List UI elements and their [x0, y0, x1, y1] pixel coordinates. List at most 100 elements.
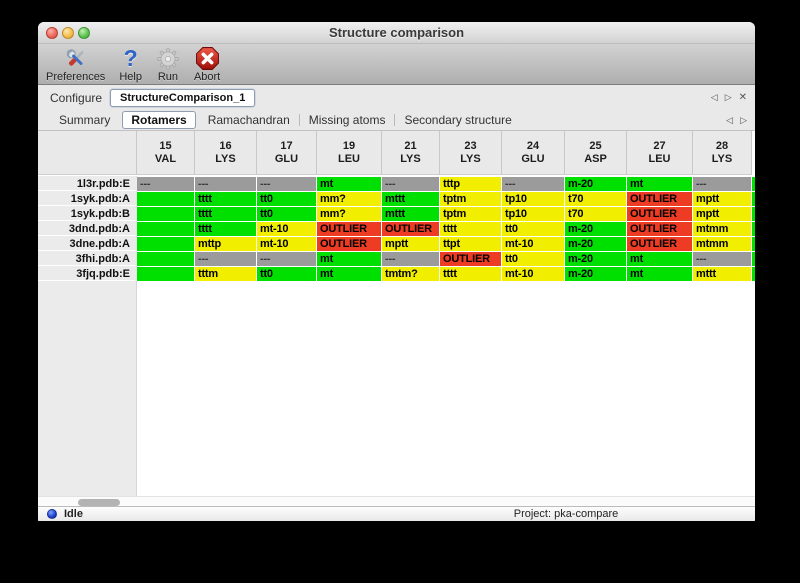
rotamer-cell[interactable]: mt-10 [502, 267, 564, 281]
rotamer-cell[interactable]: t70 [565, 192, 626, 206]
rotamer-cell[interactable]: tttm [195, 267, 256, 281]
preferences-button[interactable]: Preferences [46, 46, 105, 83]
rotamer-cell[interactable]: tttt [195, 222, 256, 236]
tab-ramachandran[interactable]: Ramachandran [207, 113, 290, 127]
rotamer-cell[interactable]: mm? [317, 207, 381, 221]
rotamer-cell[interactable]: OUTLIER [440, 252, 501, 266]
rotamer-cell-clipped[interactable] [752, 237, 755, 251]
rotamer-cell[interactable]: t70 [565, 207, 626, 221]
rotamer-cell[interactable]: mt-10 [502, 237, 564, 251]
rotamer-cell[interactable] [137, 237, 194, 251]
rotamer-cell[interactable]: mtmm [693, 222, 751, 236]
row-label-3dne-pdb-a[interactable]: 3dne.pdb:A [38, 237, 137, 251]
tab-missing-atoms[interactable]: Missing atoms [308, 113, 386, 127]
rotamer-cell-clipped[interactable] [752, 192, 755, 206]
rotamer-cell[interactable]: OUTLIER [627, 237, 692, 251]
rotamer-cell[interactable]: OUTLIER [317, 237, 381, 251]
horizontal-scrollbar[interactable] [38, 496, 755, 506]
rotamer-cell[interactable]: mtmm [693, 237, 751, 251]
rotamer-cell[interactable]: mt [627, 267, 692, 281]
rotamer-cell[interactable]: --- [195, 177, 256, 191]
rotamer-cell[interactable]: tptm [440, 207, 501, 221]
rotamer-cell[interactable]: OUTLIER [382, 222, 439, 236]
config-prev-arrow[interactable]: ◁ [710, 92, 718, 102]
rotamer-cell[interactable]: --- [137, 177, 194, 191]
help-button[interactable]: ? Help [119, 46, 142, 84]
tabs-next-arrow[interactable]: ▷ [740, 114, 747, 125]
rotamer-cell[interactable]: OUTLIER [317, 222, 381, 236]
rotamer-cell[interactable]: m-20 [565, 267, 626, 281]
row-label-1syk-pdb-a[interactable]: 1syk.pdb:A [38, 192, 137, 206]
close-window-button[interactable] [46, 27, 58, 39]
zoom-window-button[interactable] [78, 27, 90, 39]
rotamer-cell[interactable] [137, 192, 194, 206]
rotamer-cell[interactable]: mt-10 [257, 222, 316, 236]
rotamer-cell[interactable]: tttt [440, 222, 501, 236]
row-label-3fhi-pdb-a[interactable]: 3fhi.pdb:A [38, 252, 137, 266]
rotamer-cell[interactable]: --- [693, 252, 751, 266]
rotamer-cell-clipped[interactable] [752, 252, 755, 266]
row-label-1syk-pdb-b[interactable]: 1syk.pdb:B [38, 207, 137, 221]
rotamer-cell[interactable]: --- [382, 252, 439, 266]
rotamer-cell[interactable]: tp10 [502, 207, 564, 221]
rotamer-cell[interactable] [137, 267, 194, 281]
rotamer-cell[interactable]: m-20 [565, 252, 626, 266]
config-next-arrow[interactable]: ▷ [724, 92, 732, 102]
rotamer-cell[interactable]: OUTLIER [627, 222, 692, 236]
row-label-3fjq-pdb-e[interactable]: 3fjq.pdb:E [38, 267, 137, 281]
rotamer-cell[interactable]: tt0 [257, 267, 316, 281]
rotamer-cell-clipped[interactable] [752, 267, 755, 281]
rotamer-cell[interactable]: tttp [440, 177, 501, 191]
rotamer-cell-clipped[interactable] [752, 177, 755, 191]
tab-secondary-structure[interactable]: Secondary structure [404, 113, 512, 127]
rotamer-cell[interactable]: tt0 [257, 192, 316, 206]
rotamer-cell[interactable] [137, 252, 194, 266]
rotamer-cell[interactable]: m-20 [565, 222, 626, 236]
row-label-1l3r-pdb-e[interactable]: 1l3r.pdb:E [38, 177, 137, 191]
rotamer-cell[interactable]: m-20 [565, 177, 626, 191]
rotamer-cell[interactable]: mptt [693, 207, 751, 221]
rotamer-cell[interactable]: --- [257, 252, 316, 266]
rotamer-cell[interactable]: --- [693, 177, 751, 191]
rotamer-cell[interactable] [137, 222, 194, 236]
row-label-3dnd-pdb-a[interactable]: 3dnd.pdb:A [38, 222, 137, 236]
rotamer-cell[interactable]: mm? [317, 192, 381, 206]
rotamer-cell-clipped[interactable] [752, 222, 755, 236]
rotamer-cell[interactable]: mptt [382, 237, 439, 251]
rotamer-cell[interactable]: mt-10 [257, 237, 316, 251]
rotamer-cell[interactable]: tttt [195, 207, 256, 221]
config-close-icon[interactable]: ✕ [738, 91, 747, 103]
tabs-prev-arrow[interactable]: ◁ [726, 114, 734, 125]
rotamer-cell[interactable]: OUTLIER [627, 192, 692, 206]
rotamer-cell[interactable]: tp10 [502, 192, 564, 206]
rotamer-cell[interactable]: mttt [382, 192, 439, 206]
rotamer-cell[interactable]: mt [627, 177, 692, 191]
rotamer-cell[interactable]: mttt [693, 267, 751, 281]
rotamer-cell[interactable]: tttt [440, 267, 501, 281]
rotamer-cell[interactable]: tttt [195, 192, 256, 206]
rotamer-cell[interactable]: tt0 [502, 252, 564, 266]
rotamer-cell[interactable]: mt [317, 252, 381, 266]
rotamer-cell[interactable]: --- [502, 177, 564, 191]
minimize-window-button[interactable] [62, 27, 74, 39]
rotamer-cell[interactable]: mt [317, 267, 381, 281]
rotamer-cell[interactable]: mttt [382, 207, 439, 221]
rotamer-cell[interactable]: ttpt [440, 237, 501, 251]
run-button[interactable]: Run [156, 46, 180, 83]
rotamer-cell[interactable]: mptt [693, 192, 751, 206]
abort-button[interactable]: Abort [194, 46, 220, 83]
rotamer-cell[interactable]: mt [627, 252, 692, 266]
rotamer-cell[interactable]: tmtm? [382, 267, 439, 281]
rotamer-cell[interactable]: m-20 [565, 237, 626, 251]
rotamer-cell[interactable]: OUTLIER [627, 207, 692, 221]
rotamer-cell[interactable] [137, 207, 194, 221]
rotamer-cell[interactable]: tptm [440, 192, 501, 206]
rotamer-cell[interactable]: mttp [195, 237, 256, 251]
tab-rotamers[interactable]: Rotamers [122, 111, 196, 129]
rotamer-cell[interactable]: mt [317, 177, 381, 191]
rotamer-cell[interactable]: tt0 [502, 222, 564, 236]
horizontal-scrollbar-thumb[interactable] [78, 499, 120, 506]
rotamer-cell[interactable]: --- [382, 177, 439, 191]
rotamer-cell[interactable]: --- [195, 252, 256, 266]
rotamer-cell-clipped[interactable] [752, 207, 755, 221]
